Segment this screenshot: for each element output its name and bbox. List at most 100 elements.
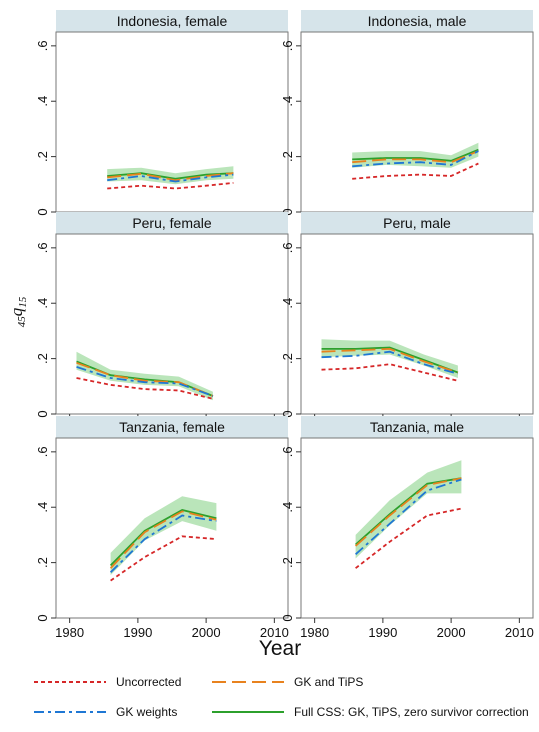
y-tick-label: 0 — [280, 410, 295, 417]
legend-item-uncorrected: Uncorrected — [32, 675, 181, 689]
small-multiples-figure: Indonesia, female 0 .2 .4 .6 Indonesia, male 0… — [7, 10, 534, 660]
panel-title: Tanzania, male — [370, 419, 464, 435]
y-axis-label: 45q15 — [7, 296, 29, 327]
y-tick-label: .6 — [280, 446, 295, 457]
y-tick-label: .2 — [280, 557, 295, 568]
series-line-gk-tips — [109, 510, 217, 569]
series-line-gk-weights — [76, 366, 214, 397]
x-tick-label: 1980 — [300, 625, 329, 640]
panel-tanzania-female: Tanzania, female 0 .2 .4 .6 1980 1990 2000 2010 — [35, 416, 289, 640]
panel-tanzania-male: Tanzania, male 0 .2 .4 .6 1980 1990 2000 2010 — [280, 416, 534, 640]
plot-area — [300, 233, 534, 415]
x-tick-label: 2000 — [437, 625, 466, 640]
y-tick-label: 0 — [280, 614, 295, 621]
y-tick-label: .2 — [35, 151, 50, 162]
series-line-uncorrected — [355, 507, 462, 569]
series-line-uncorrected — [110, 535, 217, 582]
panel-title: Tanzania, female — [119, 419, 225, 435]
series-line-gk-tips — [107, 172, 234, 182]
y-tick-label: .6 — [280, 242, 295, 253]
panel-title: Indonesia, female — [117, 13, 228, 29]
y-tick-label: .2 — [35, 557, 50, 568]
y-tick-label: 0 — [35, 410, 50, 417]
y-tick-label: .4 — [35, 298, 50, 309]
legend-label-full-css: Full CSS: GK, TiPS, zero survivor correc… — [294, 705, 529, 719]
x-tick-label: 2010 — [260, 625, 289, 640]
y-tick-label: .6 — [35, 446, 50, 457]
legend-item-gk-tips: GK and TiPS — [210, 675, 363, 689]
legend-item-full-css: Full CSS: GK, TiPS, zero survivor correc… — [210, 705, 529, 719]
series-line-uncorrected — [76, 377, 214, 400]
plot-area — [55, 437, 289, 619]
series-line-gk-weights — [352, 150, 479, 168]
ci-band — [352, 142, 479, 168]
y-tick-label: .4 — [35, 502, 50, 513]
panel-strip — [301, 212, 533, 234]
series-line-uncorrected — [321, 363, 459, 382]
x-tick-label: 1990 — [368, 625, 397, 640]
y-axis-label-subscript: 15 — [17, 296, 29, 308]
series-line-full-css — [352, 148, 479, 162]
x-tick-label: 1990 — [123, 625, 152, 640]
series-line-gk-tips — [321, 347, 459, 374]
legend-swatch-full-css — [212, 711, 284, 713]
y-tick-label: .6 — [35, 242, 50, 253]
series-line-gk-tips — [352, 150, 479, 164]
series-line-gk-weights — [109, 514, 217, 573]
series-line-full-css — [109, 509, 217, 567]
x-tick-label: 2010 — [505, 625, 534, 640]
y-tick-label: .4 — [280, 96, 295, 107]
y-tick-label: .6 — [280, 40, 295, 51]
ci-band — [107, 166, 234, 185]
plot-area — [55, 233, 289, 415]
x-axis-label: Year — [259, 637, 301, 660]
plot-area — [55, 31, 289, 213]
panel-peru-male: Peru, male 0 .2 .4 .6 — [280, 212, 534, 419]
panel-title: Peru, male — [383, 215, 451, 231]
series-line-gk-weights — [107, 173, 234, 183]
series-line-full-css — [321, 346, 459, 374]
panels: Indonesia, female 0 .2 .4 .6 Indonesia, male 0… — [35, 10, 534, 640]
y-tick-label: .2 — [280, 353, 295, 364]
y-tick-label: .4 — [280, 502, 295, 513]
series-line-uncorrected — [352, 162, 479, 180]
y-tick-label: .2 — [35, 353, 50, 364]
panel-indonesia-female: Indonesia, female 0 .2 .4 .6 — [35, 10, 289, 217]
series-line-gk-tips — [355, 477, 462, 547]
y-tick-label: .2 — [280, 151, 295, 162]
legend-label-gk-weights: GK weights — [116, 705, 178, 719]
legend-label-uncorrected: Uncorrected — [116, 675, 182, 689]
series-line-gk-weights — [355, 478, 462, 555]
y-axis-label-main: q — [7, 307, 26, 316]
x-tick-label: 1980 — [55, 625, 84, 640]
panel-strip — [301, 416, 533, 438]
panel-strip — [56, 10, 288, 32]
panel-title: Peru, female — [132, 215, 212, 231]
series-line-uncorrected — [107, 182, 234, 190]
legend-swatch-uncorrected — [34, 681, 106, 683]
y-tick-label: .4 — [280, 298, 295, 309]
y-tick-label: .6 — [35, 40, 50, 51]
panel-strip — [301, 10, 533, 32]
panel-strip — [56, 212, 288, 234]
panel-peru-female: Peru, female 0 .2 .4 .6 — [35, 212, 289, 419]
x-tick-label: 2000 — [192, 625, 221, 640]
ci-band — [355, 460, 462, 559]
y-axis-label-prefix: 45 — [16, 316, 28, 328]
series-line-gk-weights — [321, 350, 459, 375]
legend-item-gk-weights: GK weights — [32, 705, 177, 719]
legend-swatch-gk-tips — [212, 681, 284, 683]
legend: Uncorrected GK and TiPS GK weights Full … — [30, 672, 530, 732]
legend-swatch-gk-weights — [34, 711, 106, 713]
y-tick-label: 0 — [35, 208, 50, 215]
y-tick-label: 0 — [35, 614, 50, 621]
y-tick-label: .4 — [35, 96, 50, 107]
series-line-gk-tips — [76, 361, 214, 397]
plot-area — [300, 437, 534, 619]
legend-label-gk-tips: GK and TiPS — [294, 675, 364, 689]
panel-strip — [56, 416, 288, 438]
plot-area — [300, 31, 534, 213]
panel-title: Indonesia, male — [368, 13, 467, 29]
ci-band — [76, 351, 213, 401]
